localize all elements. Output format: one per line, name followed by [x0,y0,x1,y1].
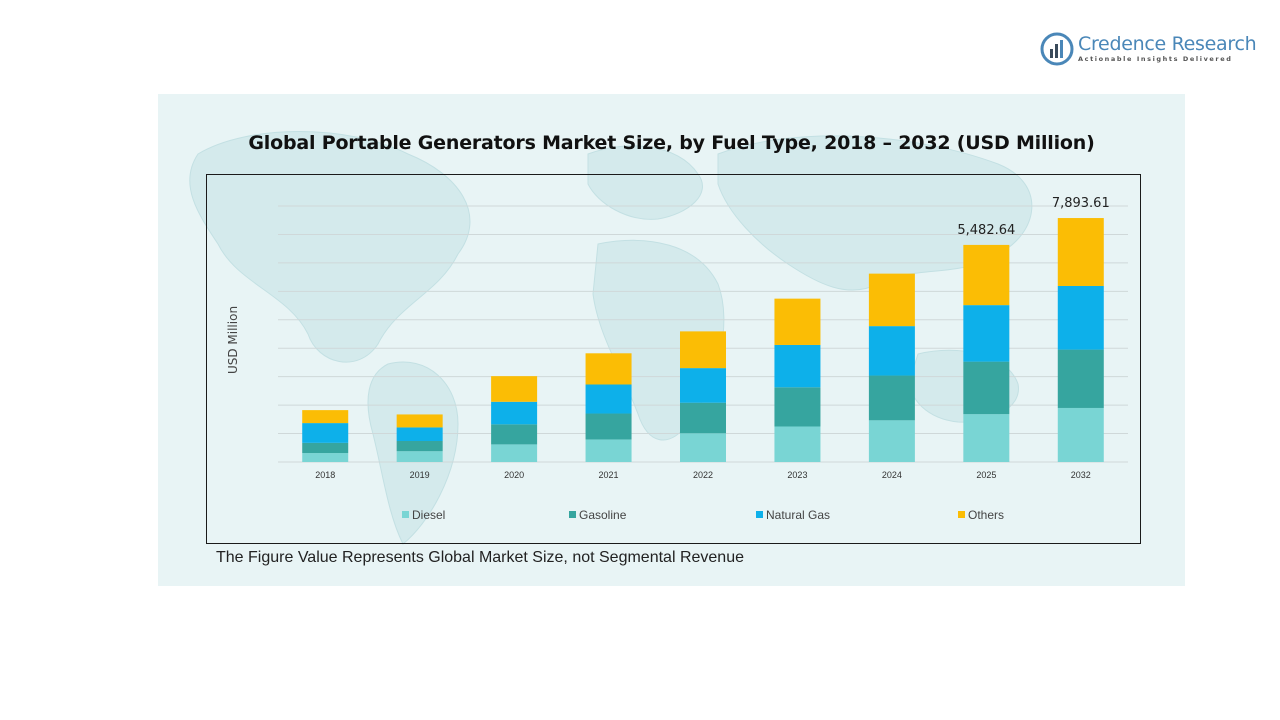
chart-canvas: USD Million 2018 2019 2020 2021 2022 2023 2024… [206,174,1141,544]
bar-others-2020 [491,376,538,402]
legend-label-diesel: Diesel [412,508,445,522]
x-tick-label-2021: 2021 [599,470,619,480]
bar-gasoline-2024 [868,375,915,421]
bar-others-2022 [680,331,726,369]
data-label-2025: 5,482.64 [957,223,1015,238]
bar-natural-gas-2021 [585,384,632,414]
bar-natural-gas-2024 [868,326,915,376]
bar-others-2024 [868,273,915,327]
legend-swatch-natural-gas [756,511,763,518]
bar-gasoline-2018 [302,442,349,454]
legend-label-gasoline: Gasoline [579,508,627,522]
bar-natural-gas-2022 [680,368,726,403]
bar-others-2019 [396,414,443,428]
legend: Diesel Gasoline Natural Gas Others [402,508,1004,522]
bar-diesel-2024 [868,420,915,462]
data-labels: 5,482.64 7,893.61 [957,196,1109,238]
x-tick-labels: 2018 2019 2020 2021 2022 2023 2024 2025 2032 [315,470,1091,480]
x-tick-label-2019: 2019 [410,470,430,480]
data-label-2032: 7,893.61 [1052,196,1110,211]
bar-diesel-2025 [963,414,1010,462]
x-tick-label-2023: 2023 [787,470,807,480]
bar-group [302,218,1104,462]
chart-title: Global Portable Generators Market Size, … [248,132,1095,154]
bar-gasoline-2020 [491,424,538,445]
x-tick-label-2025: 2025 [976,470,996,480]
bar-others-2018 [302,410,349,424]
bar-natural-gas-2032 [1057,285,1104,350]
bar-natural-gas-2020 [491,401,538,425]
bar-natural-gas-2025 [963,305,1010,362]
x-tick-label-2022: 2022 [693,470,713,480]
bar-diesel-2020 [491,444,538,462]
bar-gasoline-2023 [774,387,821,427]
bar-gasoline-2022 [680,402,726,434]
brand-name: Credence Research [1078,33,1257,55]
legend-swatch-gasoline [569,511,576,518]
chart-panel: Global Portable Generators Market Size, … [158,94,1185,586]
bar-others-2021 [585,353,632,385]
bar-natural-gas-2019 [396,427,443,442]
bar-others-2023 [774,298,821,345]
legend-label-natural-gas: Natural Gas [766,508,830,522]
bar-diesel-2018 [302,453,349,462]
bar-others-2032 [1057,218,1104,286]
x-tick-label-2020: 2020 [504,470,524,480]
bar-diesel-2023 [774,426,821,462]
bar-others-2025 [963,244,1010,306]
bar-gasoline-2032 [1057,349,1104,408]
legend-label-others: Others [968,508,1004,522]
bar-natural-gas-2018 [302,423,349,443]
brand-logo-icon [1040,32,1074,66]
bar-gasoline-2019 [396,441,443,452]
bar-diesel-2021 [585,439,632,462]
x-tick-label-2018: 2018 [315,470,335,480]
bar-natural-gas-2023 [774,344,821,388]
bar-gasoline-2025 [963,361,1010,415]
bar-diesel-2032 [1057,407,1104,462]
bar-diesel-2019 [396,451,443,462]
y-axis-label: USD Million [226,306,240,374]
brand-logo: Credence Research Actionable Insights De… [1040,32,1260,68]
legend-swatch-diesel [402,511,409,518]
x-tick-label-2024: 2024 [882,470,902,480]
brand-tagline: Actionable Insights Delivered [1078,55,1233,63]
footnote: The Figure Value Represents Global Marke… [216,549,744,566]
bar-gasoline-2021 [585,413,632,440]
bar-diesel-2022 [680,433,726,462]
x-tick-label-2032: 2032 [1071,470,1091,480]
legend-swatch-others [958,511,965,518]
plot-frame [206,174,1141,544]
